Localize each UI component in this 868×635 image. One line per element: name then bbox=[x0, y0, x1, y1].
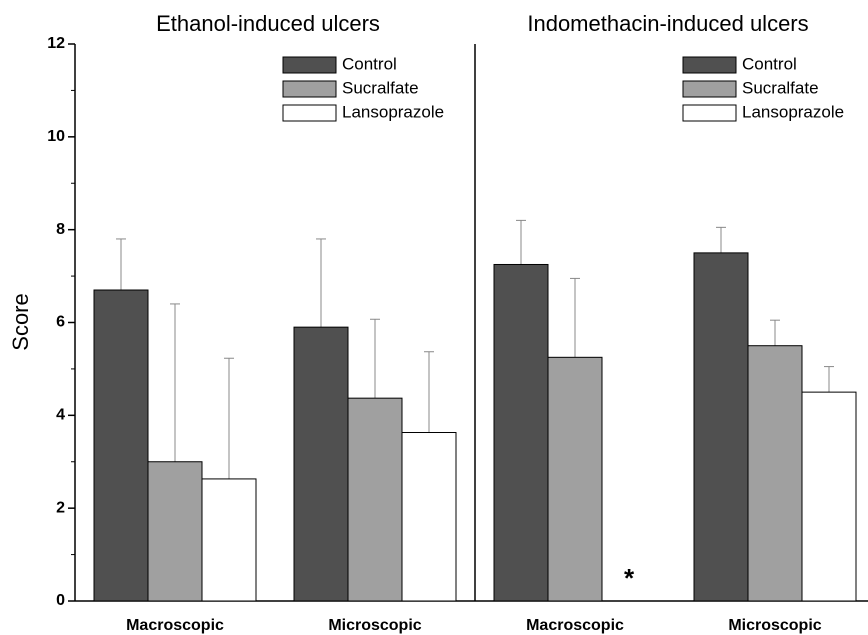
legend-swatch bbox=[682, 56, 737, 74]
legend-label: Sucralfate bbox=[342, 78, 419, 97]
x-tick-label: Macroscopic bbox=[526, 617, 624, 634]
legend-label: Control bbox=[342, 54, 397, 73]
y-axis-label: Score bbox=[8, 293, 33, 350]
y-tick-label: 6 bbox=[56, 314, 65, 331]
bar bbox=[801, 391, 857, 602]
x-tick-label: Microscopic bbox=[728, 617, 821, 634]
y-tick-label: 0 bbox=[56, 592, 65, 609]
bar bbox=[693, 252, 749, 602]
x-tick-label: Macroscopic bbox=[126, 617, 224, 634]
legend-swatch bbox=[282, 104, 337, 122]
y-tick-label: 4 bbox=[56, 407, 65, 424]
legend-label: Sucralfate bbox=[742, 78, 819, 97]
panel-title: Indomethacin-induced ulcers bbox=[527, 11, 808, 36]
bar bbox=[347, 397, 403, 602]
bar bbox=[93, 289, 149, 602]
y-tick-label: 10 bbox=[47, 128, 65, 145]
legend-swatch bbox=[282, 56, 337, 74]
bar bbox=[493, 263, 549, 602]
bar bbox=[147, 461, 203, 602]
legend-label: Lansoprazole bbox=[342, 102, 444, 121]
panel-title: Ethanol-induced ulcers bbox=[156, 11, 380, 36]
legend-label: Control bbox=[742, 54, 797, 73]
x-tick-label: Microscopic bbox=[328, 617, 421, 634]
y-tick-label: 8 bbox=[56, 221, 65, 238]
y-tick-label: 2 bbox=[56, 499, 65, 516]
y-tick-label: 12 bbox=[47, 35, 65, 52]
legend-label: Lansoprazole bbox=[742, 102, 844, 121]
legend-swatch bbox=[682, 104, 737, 122]
legend-swatch bbox=[282, 80, 337, 98]
bar bbox=[747, 345, 803, 602]
bar bbox=[293, 326, 349, 602]
annotation: * bbox=[624, 563, 635, 593]
bar bbox=[201, 478, 257, 602]
legend-swatch bbox=[682, 80, 737, 98]
bar bbox=[547, 356, 603, 602]
bar bbox=[401, 432, 457, 602]
